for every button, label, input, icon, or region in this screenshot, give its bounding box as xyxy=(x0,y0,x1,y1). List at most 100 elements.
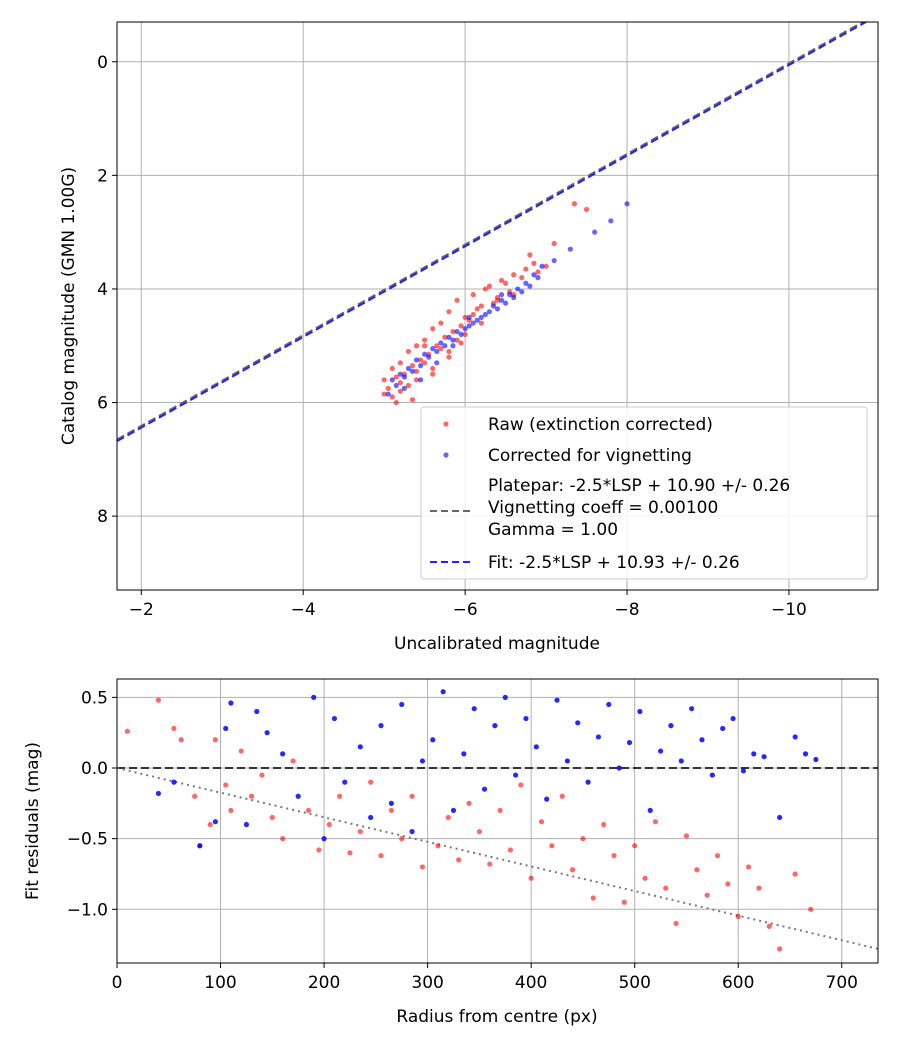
bottom-point-series-0 xyxy=(207,821,213,828)
top-point-series-1 xyxy=(466,323,472,329)
top-point-series-0 xyxy=(413,377,420,383)
top-point-series-1 xyxy=(385,391,391,397)
bottom-point-series-1 xyxy=(523,715,529,722)
bottom-point-series-0 xyxy=(357,828,363,835)
top-point-series-0 xyxy=(413,343,420,349)
bottom-point-series-1 xyxy=(813,756,819,763)
bottom-point-series-1 xyxy=(342,779,348,785)
bottom-point-series-1 xyxy=(440,689,446,695)
bottom-point-series-1 xyxy=(699,737,705,743)
bottom-point-series-1 xyxy=(357,744,363,750)
bottom-point-series-0 xyxy=(487,861,493,867)
top-point-series-0 xyxy=(462,314,468,320)
top-point-series-1 xyxy=(438,340,444,346)
legend-marker-raw xyxy=(443,421,449,427)
bottom-point-series-1 xyxy=(264,730,270,736)
bottom-point-series-0 xyxy=(259,772,265,778)
bottom-point-series-1 xyxy=(461,751,467,757)
top-point-series-0 xyxy=(527,252,533,258)
top-x-axis-label: Uncalibrated magnitude xyxy=(394,634,600,654)
top-point-series-1 xyxy=(450,337,456,343)
top-point-series-1 xyxy=(397,371,403,377)
top-series-line-2 xyxy=(117,22,865,441)
top-point-series-0 xyxy=(422,337,428,343)
bottom-point-series-1 xyxy=(616,765,622,771)
bottom-point-series-0 xyxy=(388,807,394,814)
top-point-series-1 xyxy=(608,218,614,224)
bottom-point-series-0 xyxy=(642,875,648,881)
top-point-series-1 xyxy=(498,297,505,303)
top-x-tick-label: −4 xyxy=(291,600,316,620)
top-x-tick-label: −10 xyxy=(771,600,807,620)
top-point-series-1 xyxy=(507,292,513,298)
top-point-series-1 xyxy=(498,292,505,298)
top-point-series-1 xyxy=(470,320,476,326)
bottom-point-series-0 xyxy=(652,819,658,825)
bottom-point-series-0 xyxy=(745,864,752,870)
bottom-point-series-1 xyxy=(295,793,301,799)
bottom-y-tick-label: −0.5 xyxy=(67,830,108,850)
bottom-point-series-0 xyxy=(192,793,198,799)
bottom-point-series-1 xyxy=(513,772,519,778)
top-point-series-0 xyxy=(393,374,399,380)
top-point-series-1 xyxy=(422,351,428,357)
top-point-series-1 xyxy=(426,354,432,360)
bottom-point-series-0 xyxy=(507,847,514,853)
top-point-series-0 xyxy=(446,348,452,355)
top-point-series-0 xyxy=(389,394,395,400)
bottom-point-series-1 xyxy=(761,754,767,760)
top-scatter-points xyxy=(381,201,630,406)
bottom-series-line-3 xyxy=(117,767,878,950)
bottom-x-tick-label: 0 xyxy=(112,973,123,993)
bottom-point-series-1 xyxy=(792,734,798,740)
top-point-series-0 xyxy=(405,382,412,389)
bottom-point-series-0 xyxy=(326,821,332,828)
bottom-y-tick-label: −1.0 xyxy=(67,900,108,920)
bottom-point-series-0 xyxy=(269,814,275,821)
top-point-series-0 xyxy=(511,272,517,278)
top-point-series-0 xyxy=(446,354,452,360)
top-point-series-1 xyxy=(515,286,521,292)
bottom-point-series-0 xyxy=(590,895,596,901)
bottom-point-series-0 xyxy=(337,793,343,799)
top-y-ticks: 0 2 4 6 8 xyxy=(97,53,117,527)
bottom-point-series-0 xyxy=(409,793,415,799)
bottom-point-series-0 xyxy=(777,946,783,952)
top-point-series-0 xyxy=(438,346,444,352)
bottom-point-series-0 xyxy=(714,853,721,859)
top-point-series-0 xyxy=(381,377,387,383)
bottom-point-series-0 xyxy=(305,807,312,814)
top-series-line-3 xyxy=(117,22,868,443)
top-point-series-1 xyxy=(430,346,436,352)
bottom-point-series-0 xyxy=(549,843,555,849)
bottom-point-series-0 xyxy=(580,836,586,842)
bottom-point-series-1 xyxy=(409,828,415,835)
calibration-panel: −2 −4 −6 −8 −10 0 2 4 6 8 Uncalibrated magnitude… xyxy=(59,21,879,654)
bottom-point-series-1 xyxy=(575,720,581,726)
bottom-point-series-0 xyxy=(445,814,451,821)
top-y-axis-label: Catalog magnitude (GMN 1.00G) xyxy=(59,167,79,445)
top-point-series-1 xyxy=(527,283,533,289)
bottom-point-series-0 xyxy=(569,867,576,873)
top-point-series-1 xyxy=(466,314,472,320)
top-point-series-0 xyxy=(478,320,484,326)
bottom-point-series-0 xyxy=(223,782,229,788)
top-point-series-0 xyxy=(422,343,428,349)
top-point-series-0 xyxy=(470,292,476,298)
top-point-series-0 xyxy=(551,240,557,247)
bottom-y-tick-label: 0.0 xyxy=(81,759,108,779)
bottom-point-series-1 xyxy=(197,843,203,849)
top-point-series-0 xyxy=(430,371,436,377)
top-point-series-0 xyxy=(462,331,468,337)
top-point-series-0 xyxy=(583,206,590,213)
residuals-panel: 0 100 200 300 400 500 600 700 0.5 0.0 −0.5 −1.0 Ra… xyxy=(23,678,879,1027)
top-y-tick-label: 4 xyxy=(97,280,108,300)
bottom-point-series-0 xyxy=(248,793,255,799)
top-point-series-0 xyxy=(397,360,403,366)
top-point-series-1 xyxy=(478,314,484,320)
bottom-point-series-0 xyxy=(663,885,669,891)
bottom-x-axis-label: Radius from centre (px) xyxy=(396,1007,597,1027)
bottom-point-series-0 xyxy=(808,906,814,912)
bottom-point-series-1 xyxy=(606,701,612,708)
bottom-y-tick-label: 0.5 xyxy=(81,688,108,708)
